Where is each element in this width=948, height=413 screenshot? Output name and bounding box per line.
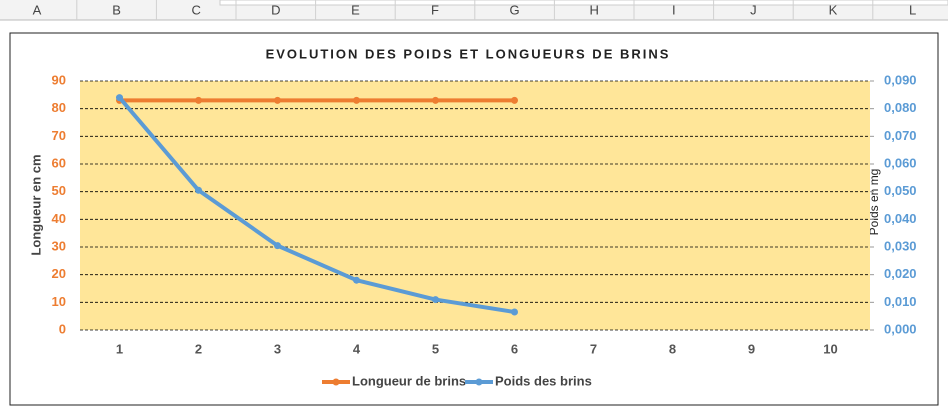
- point: [195, 186, 202, 194]
- y2-tick-label: 0,090: [884, 72, 917, 87]
- y-tick-label: 80: [52, 100, 66, 115]
- chart-title: EVOLUTION DES POIDS ET LONGUEURS DE BRIN…: [266, 46, 671, 61]
- column-header: I: [672, 2, 676, 17]
- legend-label: Poids des brins: [495, 373, 592, 388]
- plot-area: [80, 81, 870, 330]
- column-header: J: [750, 2, 757, 17]
- plot: 0 10 20 30 40 50 60 70 80 90 0,000 0,010 0,020 0,030 0…: [52, 72, 917, 388]
- y-tick-label: 0: [59, 321, 66, 336]
- y-tick-label: 40: [52, 211, 66, 226]
- point: [353, 96, 360, 104]
- y2-axis-label: Poids en mg: [867, 169, 881, 236]
- y2-tick-label: 0,080: [884, 100, 917, 115]
- y2-tick-label: 0,020: [884, 266, 917, 281]
- x-tick-label: 5: [432, 341, 439, 356]
- x-tick-label: 8: [669, 341, 676, 356]
- column-header: F: [431, 2, 439, 17]
- y2-tick-label: 0,060: [884, 155, 917, 170]
- y2-tick-label: 0,070: [884, 128, 917, 143]
- y-tick-label: 30: [52, 238, 66, 253]
- column-header: G: [510, 2, 520, 17]
- point: [195, 96, 202, 104]
- point: [274, 96, 281, 104]
- legend-label: Longueur de brins: [352, 373, 466, 388]
- point: [274, 242, 281, 250]
- point: [432, 296, 439, 304]
- x-tick-label: 6: [511, 341, 518, 356]
- x-tick-label: 7: [590, 341, 597, 356]
- y-axis-label: Longueur en cm: [28, 154, 43, 255]
- y2-tick-label: 0,040: [884, 211, 917, 226]
- column-header: K: [829, 2, 838, 17]
- legend-marker: [475, 378, 483, 386]
- column-header: L: [909, 2, 916, 17]
- column-headers: A B C D E F G H I J K L: [33, 0, 916, 20]
- y-tick-label: 50: [52, 183, 66, 198]
- series-line: [117, 96, 515, 314]
- y2-tick-label: 0,030: [884, 238, 917, 253]
- point: [432, 96, 439, 104]
- column-header: B: [112, 2, 121, 17]
- y2-tick-label: 0,010: [884, 294, 917, 309]
- point: [511, 96, 518, 104]
- column-header: A: [33, 2, 42, 17]
- column-header: C: [192, 2, 201, 17]
- x-tick-label: 4: [353, 341, 361, 356]
- x-tick-label: 3: [274, 341, 281, 356]
- y2-tick-label: 0,050: [884, 183, 917, 198]
- x-tick-label: 9: [748, 341, 755, 356]
- y2-tick-label: 0,000: [884, 321, 917, 336]
- x-tick-label: 1: [116, 341, 123, 356]
- x-tick-label: 2: [195, 341, 202, 356]
- formula-bar-edge: [219, 0, 948, 6]
- point: [511, 308, 518, 316]
- column-header: E: [351, 2, 360, 17]
- point: [116, 94, 123, 102]
- x-tick-label: 10: [823, 341, 837, 356]
- y-tick-label: 10: [52, 294, 66, 309]
- column-header: D: [271, 2, 280, 17]
- y-tick-label: 60: [52, 155, 66, 170]
- y-tick-label: 70: [52, 128, 66, 143]
- point: [353, 276, 360, 284]
- legend-marker: [332, 378, 340, 386]
- y-tick-label: 90: [52, 72, 66, 87]
- y-tick-label: 20: [52, 266, 66, 281]
- column-header: H: [590, 2, 599, 17]
